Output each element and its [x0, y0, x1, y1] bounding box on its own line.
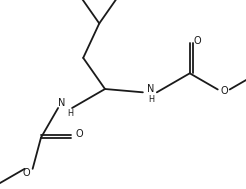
Text: H: H	[148, 95, 154, 104]
Text: O: O	[194, 36, 201, 46]
Text: O: O	[23, 168, 31, 178]
Text: O: O	[221, 86, 229, 96]
Text: N: N	[147, 84, 154, 94]
Text: N: N	[58, 98, 66, 108]
Text: O: O	[76, 129, 83, 139]
Text: H: H	[67, 108, 73, 118]
